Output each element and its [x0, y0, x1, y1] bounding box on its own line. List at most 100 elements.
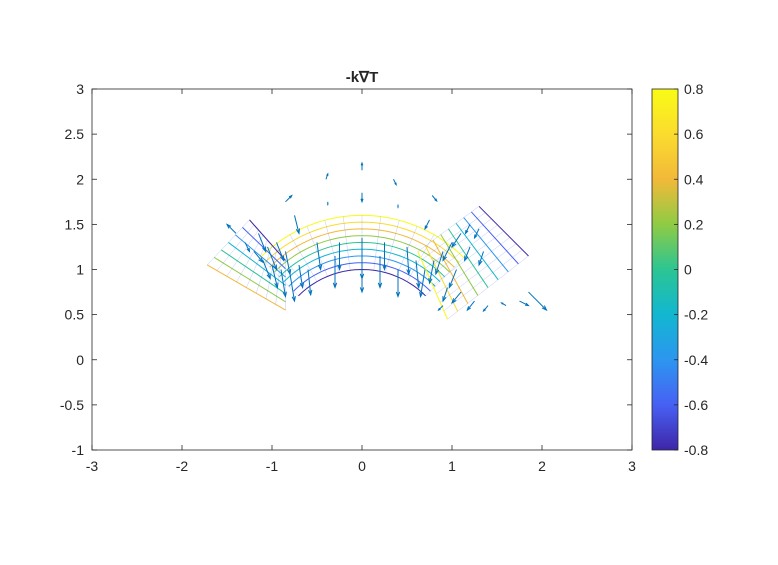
quiver-head [258, 257, 264, 264]
y-tick-label: 0.5 [65, 307, 85, 323]
quiver-shaft [271, 264, 278, 288]
quiver-head [482, 308, 486, 313]
quiver-shaft [294, 215, 300, 234]
y-tick-label: 1 [76, 262, 84, 278]
quiver-head [451, 241, 457, 249]
quiver-shaft [528, 291, 547, 311]
y-tick-label: -1 [72, 442, 85, 458]
quiver-head [272, 264, 278, 271]
quiver-arrow [482, 305, 489, 313]
contour-grid-line [425, 218, 492, 269]
quiver-head [473, 234, 478, 240]
quiver-head [442, 255, 447, 262]
contour-grid-line [236, 234, 264, 283]
contour-lines [206, 205, 529, 320]
colorbar-axis: -0.8 -0.6 -0.4 -0.2 0 0.2 0.4 0.6 0.8 [674, 81, 708, 458]
quiver-arrow [327, 201, 329, 206]
quiver-head [394, 182, 397, 186]
contour-grid-line [436, 237, 511, 294]
colorbar-tick-label: 0.8 [684, 81, 704, 97]
contour-grid-line [289, 234, 318, 282]
quiver-shaft [435, 251, 444, 275]
contour-line [235, 234, 286, 278]
quiver-head [377, 282, 383, 290]
quiver-head [360, 198, 364, 204]
quiver-head [274, 282, 279, 289]
quiver-arrow [262, 260, 271, 280]
quiver-head [464, 255, 469, 262]
quiver-shaft [442, 242, 453, 261]
quiver-arrow [442, 287, 448, 303]
contour-line [274, 235, 450, 273]
contour-line [470, 211, 519, 265]
quiver-arrow [464, 224, 471, 235]
contour-grid-line [447, 255, 529, 320]
quiver-arrow [360, 161, 364, 171]
colorbar [651, 88, 679, 451]
quiver-head [382, 264, 387, 271]
colorbar-tick-label: -0.4 [684, 352, 708, 368]
contour-grid-line [216, 224, 255, 271]
y-tick-label: -0.5 [60, 397, 84, 413]
quiver-shaft [424, 219, 430, 230]
quiver-arrow [406, 246, 411, 276]
x-tick-label: 3 [628, 458, 636, 474]
x-tick-label: 1 [448, 458, 456, 474]
y-tick-label: 3 [76, 81, 84, 97]
quiver-shaft [244, 242, 250, 252]
contour-line [264, 221, 460, 263]
quiver-arrow [377, 255, 383, 290]
quiver-shaft [451, 291, 462, 304]
contour-grid-line [421, 212, 486, 261]
quiver-arrow [225, 223, 237, 234]
quiver-arrow [382, 242, 387, 271]
quiver-arrow [285, 194, 293, 203]
contour-grid-line [385, 220, 400, 273]
quiver-shaft [285, 195, 293, 203]
quiver-head [291, 296, 296, 303]
quiver-shaft [406, 246, 410, 275]
quiver-arrow [519, 300, 530, 307]
quiver-head [308, 289, 313, 297]
quiver-shaft [307, 269, 312, 295]
quiver-shaft [466, 300, 475, 311]
quiver-shaft [478, 251, 484, 266]
quiver-head [541, 305, 548, 312]
quiver-head [435, 268, 440, 276]
quiver-arrow [451, 233, 462, 249]
quiver-arrow [325, 172, 329, 180]
colorbar-tick-label: 0.6 [684, 126, 704, 142]
contour-grid-line [425, 257, 465, 297]
quiver-shaft [226, 224, 237, 234]
quiver-arrow [285, 251, 292, 276]
quiver-arrow [393, 179, 397, 186]
quiver-head [424, 225, 428, 231]
colorbar-tick-label: -0.2 [684, 307, 708, 323]
contour-grid-line [207, 219, 250, 266]
quiver-head [478, 259, 483, 267]
quiver-head [500, 302, 504, 305]
quiver-arrow [276, 242, 285, 262]
contour-grid-line [396, 226, 418, 277]
quiver-arrow [258, 233, 267, 253]
x-tick-label: 0 [358, 458, 366, 474]
quiver-shaft [280, 269, 286, 297]
contour-grid-line [417, 206, 480, 252]
quiver-shaft [448, 269, 457, 288]
quiver-head [246, 247, 251, 253]
quiver-arrow [431, 195, 438, 203]
contour-line [417, 251, 448, 320]
quiver-shaft [474, 228, 480, 239]
quiver-arrow [316, 242, 323, 271]
y-tick-label: 0 [76, 352, 84, 368]
quiver-shaft [464, 246, 471, 261]
contour-line [478, 205, 529, 257]
colorbar-tick-label: -0.8 [684, 442, 708, 458]
contour-grid-line [428, 224, 498, 278]
quiver-arrow [500, 302, 507, 307]
contour-grid-line [265, 250, 277, 299]
quiver-head [395, 291, 401, 299]
contour-line [425, 245, 459, 312]
contour-line [463, 217, 509, 273]
